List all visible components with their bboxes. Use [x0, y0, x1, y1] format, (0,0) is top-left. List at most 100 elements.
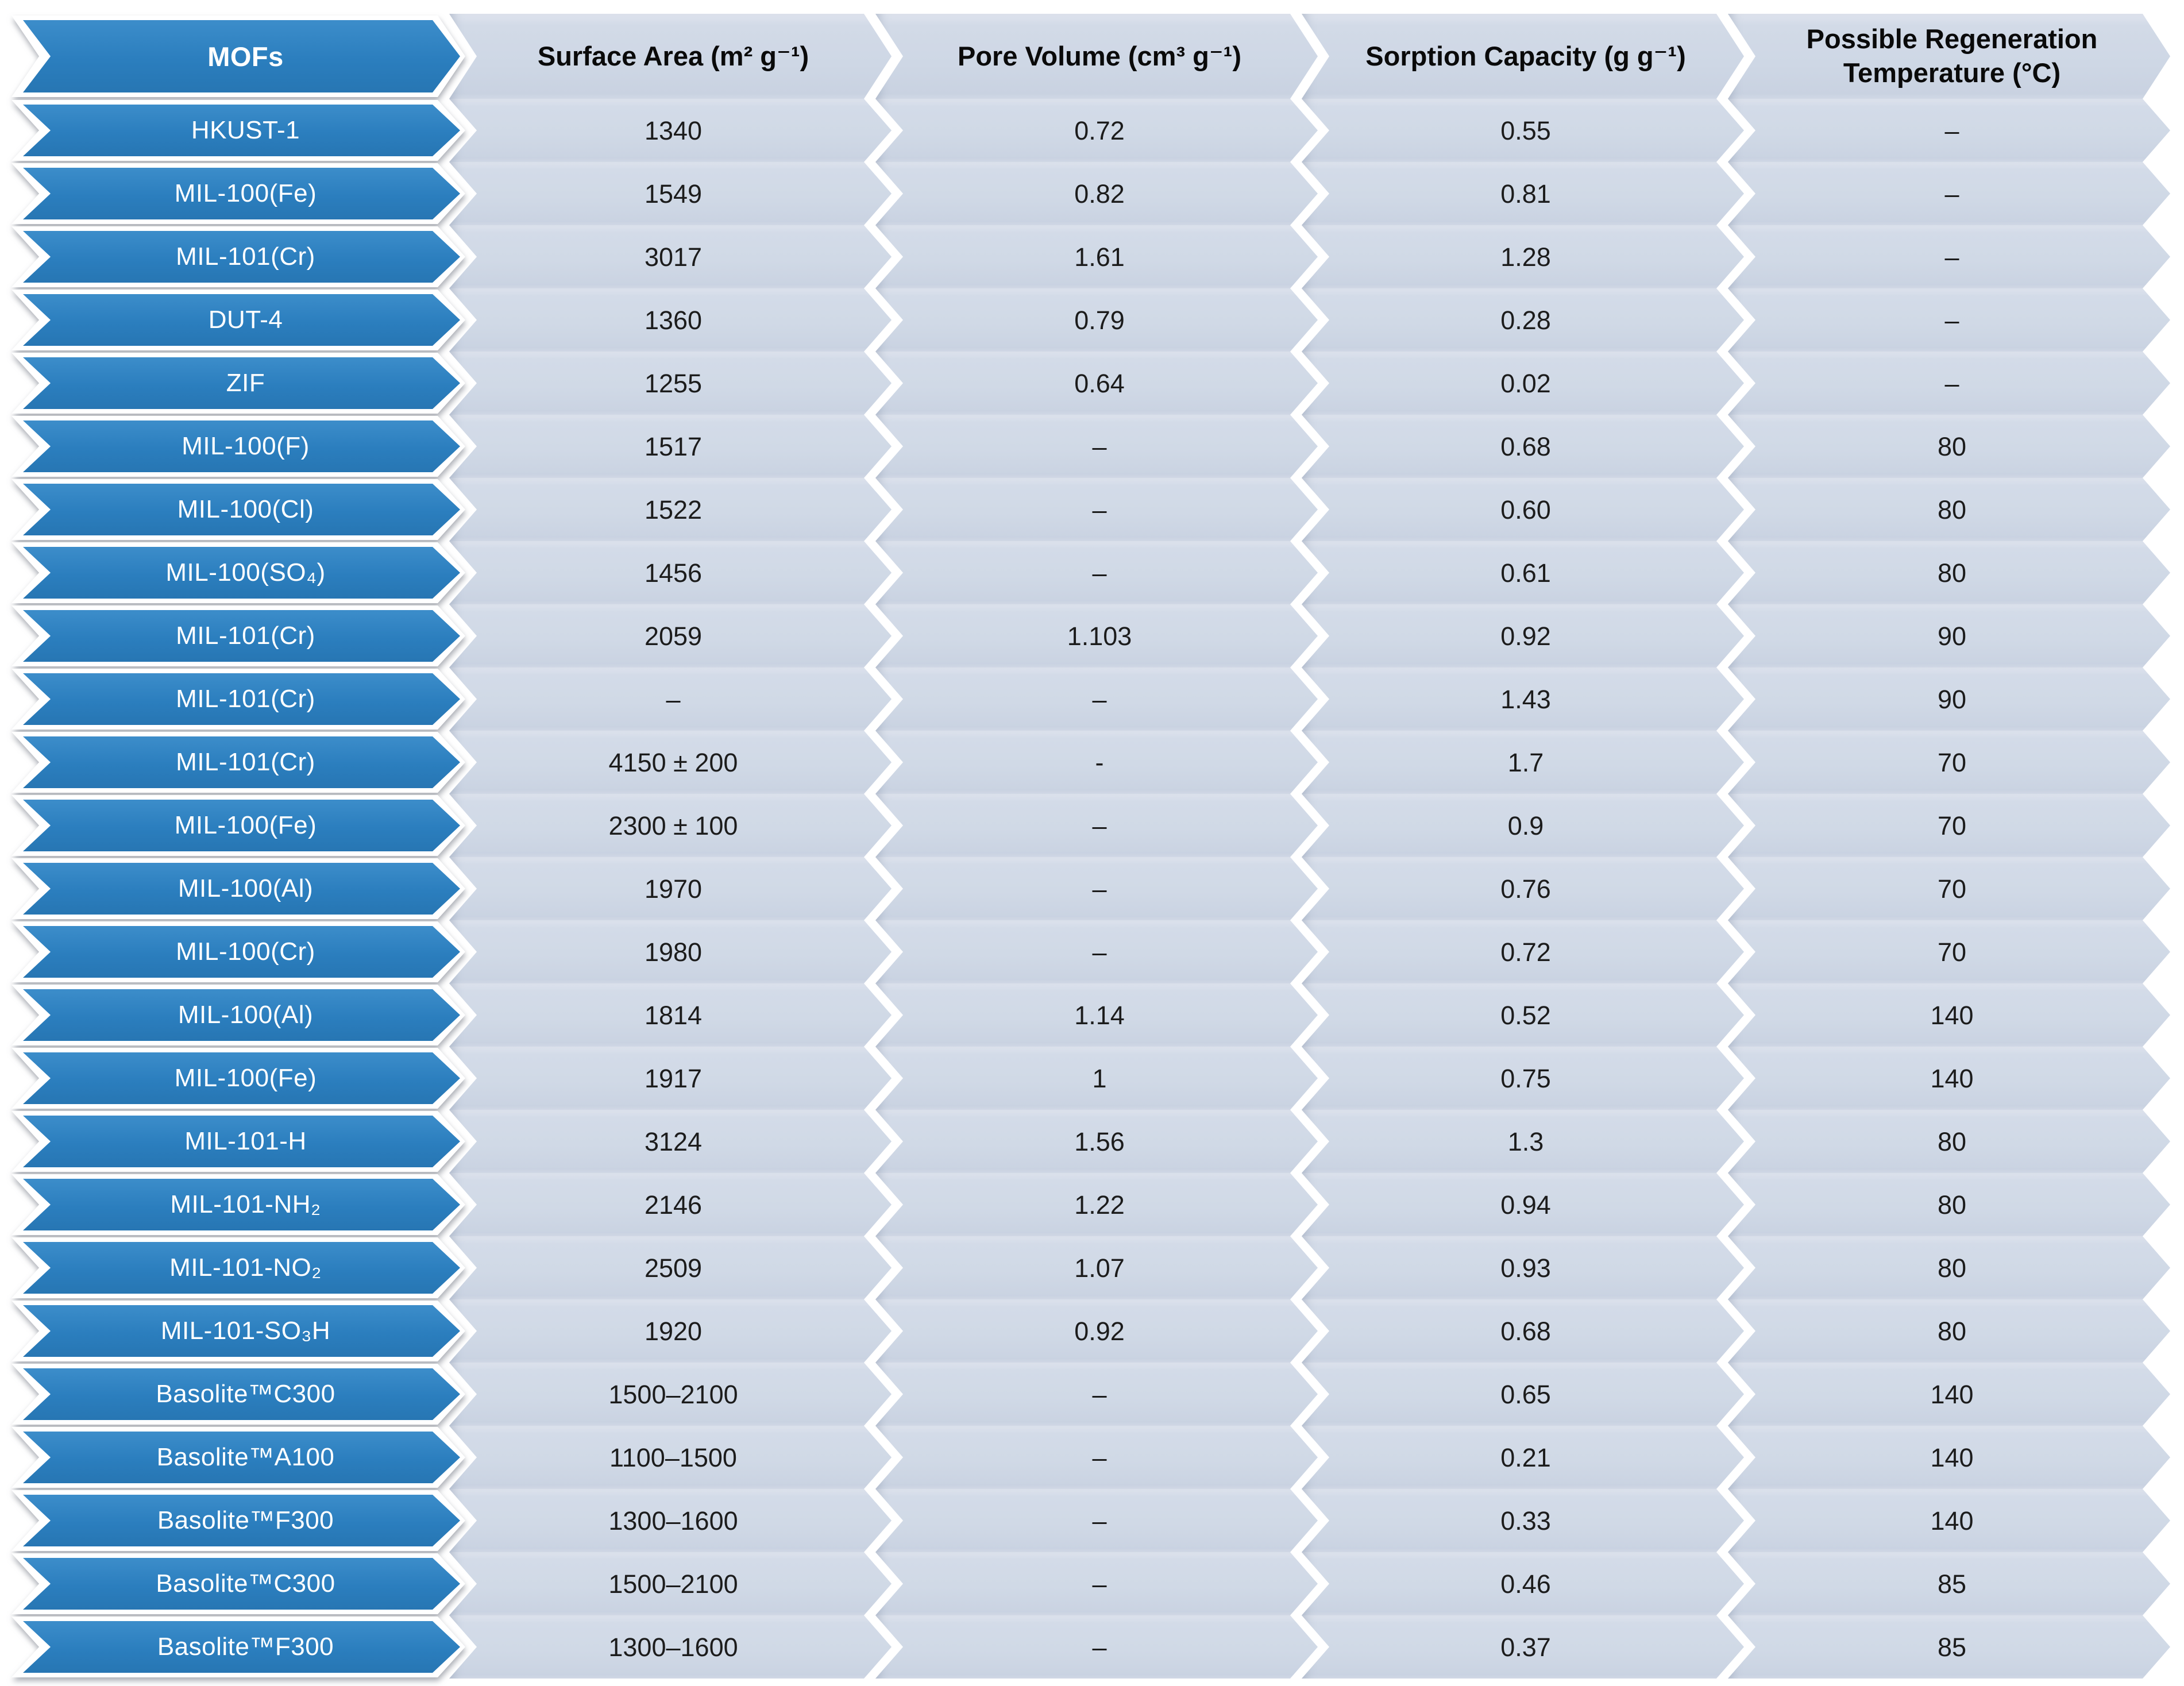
- regeneration-temp-value: 70: [1937, 811, 1967, 840]
- regeneration-temp-cell: 80: [1728, 1299, 2170, 1363]
- sorption-capacity-value: 0.52: [1500, 1000, 1551, 1030]
- regeneration-temp-value: 140: [1930, 1063, 1974, 1093]
- sorption-capacity-value: 0.72: [1500, 937, 1551, 967]
- pore-volume-cell: –: [875, 478, 1318, 541]
- mof-label: MIL-101(Cr): [11, 669, 465, 730]
- surface-area-cell: 1100–1500: [449, 1426, 892, 1489]
- table-row: MIL-100(Cr) 1980 – 0.72 70: [11, 920, 2184, 983]
- pore-volume-value: –: [1092, 1379, 1107, 1409]
- regeneration-temp-cell: –: [1728, 99, 2170, 162]
- pore-volume-cell: 0.79: [875, 288, 1318, 352]
- table-row: Basolite™C300 1500–2100 – 0.46 85: [11, 1552, 2184, 1615]
- surface-area-value: 1500–2100: [608, 1569, 738, 1599]
- surface-area-value: 1100–1500: [609, 1442, 737, 1472]
- sorption-capacity-value: 0.33: [1500, 1506, 1551, 1535]
- regeneration-temp-value: –: [1944, 115, 1959, 145]
- regeneration-temp-cell: 140: [1728, 1426, 2170, 1489]
- regeneration-temp-value: 140: [1930, 1000, 1974, 1030]
- surface-area-value: 4150 ± 200: [608, 747, 738, 777]
- regeneration-temp-value: 80: [1937, 1253, 1967, 1283]
- pore-volume-value: –: [1092, 874, 1107, 904]
- regeneration-temp-cell: 140: [1728, 1363, 2170, 1426]
- table-row: MIL-101-NH₂ 2146 1.22 0.94 80: [11, 1173, 2184, 1236]
- regeneration-temp-cell: 90: [1728, 668, 2170, 731]
- pore-volume-value: 1.103: [1067, 621, 1132, 651]
- regeneration-temp-cell: 140: [1728, 983, 2170, 1047]
- ribbon-arrow: MIL-101(Cr): [23, 610, 460, 662]
- surface-area-value: 1970: [644, 874, 703, 904]
- mof-label: MIL-101-NH₂: [11, 1174, 465, 1235]
- surface-area-value: 1300–1600: [608, 1506, 738, 1535]
- table-row: MIL-100(Al) 1970 – 0.76 70: [11, 857, 2184, 920]
- regeneration-temp-cell: 80: [1728, 1236, 2170, 1299]
- regeneration-temp-cell: 80: [1728, 541, 2170, 604]
- ribbon-arrow: MIL-100(Al): [23, 989, 460, 1041]
- mof-name: MIL-100(Fe): [174, 179, 317, 207]
- mof-label: MIL-100(F): [11, 416, 465, 477]
- pore-volume-cell: 0.92: [875, 1299, 1318, 1363]
- pore-volume-cell: –: [875, 920, 1318, 983]
- sorption-capacity-cell: 0.75: [1302, 1047, 1744, 1110]
- pore-volume-value: 1: [1092, 1063, 1107, 1093]
- regeneration-temp-value: 140: [1930, 1379, 1974, 1409]
- pore-volume-value: 1.22: [1074, 1190, 1125, 1220]
- surface-area-value: 2509: [644, 1253, 703, 1283]
- pore-volume-cell: -: [875, 731, 1318, 794]
- mof-label: MIL-100(Cr): [11, 921, 465, 982]
- ribbon-arrow: MIL-100(SO₄): [23, 547, 460, 599]
- regeneration-temp-value: 80: [1937, 558, 1967, 588]
- sorption-capacity-value: 1.7: [1507, 747, 1544, 777]
- regeneration-temp-value: 80: [1937, 495, 1967, 524]
- pore-volume-value: -: [1095, 747, 1104, 777]
- sorption-capacity-value: 0.93: [1500, 1253, 1551, 1283]
- sorption-capacity-cell: 0.68: [1302, 1299, 1744, 1363]
- table-row: MIL-101(Cr) 2059 1.103 0.92 90: [11, 604, 2184, 668]
- sorption-capacity-value: 0.60: [1500, 495, 1551, 524]
- ribbon-arrow: MIL-101-NO₂: [23, 1242, 460, 1294]
- sorption-capacity-value: 0.55: [1500, 115, 1551, 145]
- sorption-capacity-cell: 0.28: [1302, 288, 1744, 352]
- pore-volume-value: 1.61: [1074, 242, 1125, 272]
- ribbon-arrow: Basolite™F300: [23, 1621, 460, 1673]
- surface-area-value: 1917: [644, 1063, 703, 1093]
- mof-label: MIL-101-H: [11, 1111, 465, 1172]
- surface-area-cell: 1920: [449, 1299, 892, 1363]
- mof-name: Basolite™A100: [156, 1443, 335, 1471]
- mof-label: Basolite™F300: [11, 1616, 465, 1677]
- table-row: Basolite™A100 1100–1500 – 0.21 140: [11, 1426, 2184, 1489]
- sorption-capacity-cell: 0.02: [1302, 352, 1744, 415]
- sorption-capacity-cell: 0.92: [1302, 604, 1744, 668]
- surface-area-cell: 1456: [449, 541, 892, 604]
- regeneration-temp-value: 140: [1930, 1506, 1974, 1535]
- regeneration-temp-value: 140: [1930, 1442, 1974, 1472]
- sorption-capacity-cell: 0.93: [1302, 1236, 1744, 1299]
- sorption-capacity-cell: 0.60: [1302, 478, 1744, 541]
- regeneration-temp-cell: –: [1728, 352, 2170, 415]
- header-pore-volume-cell: Pore Volume (cm³ g⁻¹): [875, 14, 1318, 99]
- mof-label: MIL-100(Fe): [11, 795, 465, 856]
- pore-volume-value: –: [1092, 684, 1107, 714]
- pore-volume-cell: 1.61: [875, 225, 1318, 288]
- regeneration-temp-cell: 80: [1728, 1173, 2170, 1236]
- regeneration-temp-value: –: [1944, 179, 1959, 209]
- mof-label: ZIF: [11, 353, 465, 414]
- regeneration-temp-value: 80: [1937, 1126, 1967, 1156]
- surface-area-cell: 1300–1600: [449, 1489, 892, 1552]
- sorption-capacity-value: 0.61: [1500, 558, 1551, 588]
- pore-volume-cell: –: [875, 1552, 1318, 1615]
- header-surface-area-label: Surface Area (m² g⁻¹): [537, 40, 809, 71]
- pore-volume-value: –: [1092, 558, 1107, 588]
- pore-volume-cell: –: [875, 541, 1318, 604]
- table-row: MIL-101(Cr) 3017 1.61 1.28 –: [11, 225, 2184, 288]
- surface-area-value: 1549: [644, 179, 703, 209]
- pore-volume-cell: 1.22: [875, 1173, 1318, 1236]
- mof-label: MIL-100(Al): [11, 858, 465, 919]
- table-row: MIL-100(Fe) 1917 1 0.75 140: [11, 1047, 2184, 1110]
- surface-area-cell: 1814: [449, 983, 892, 1047]
- ribbon-arrow: MIL-100(Al): [23, 863, 460, 915]
- mof-name: MIL-101(Cr): [176, 242, 315, 271]
- table-body: HKUST-1 1340 0.72 0.55 – MIL-100(Fe): [11, 99, 2184, 1679]
- regeneration-temp-value: –: [1944, 305, 1959, 335]
- header-mofs-cell: MOFs: [11, 16, 465, 97]
